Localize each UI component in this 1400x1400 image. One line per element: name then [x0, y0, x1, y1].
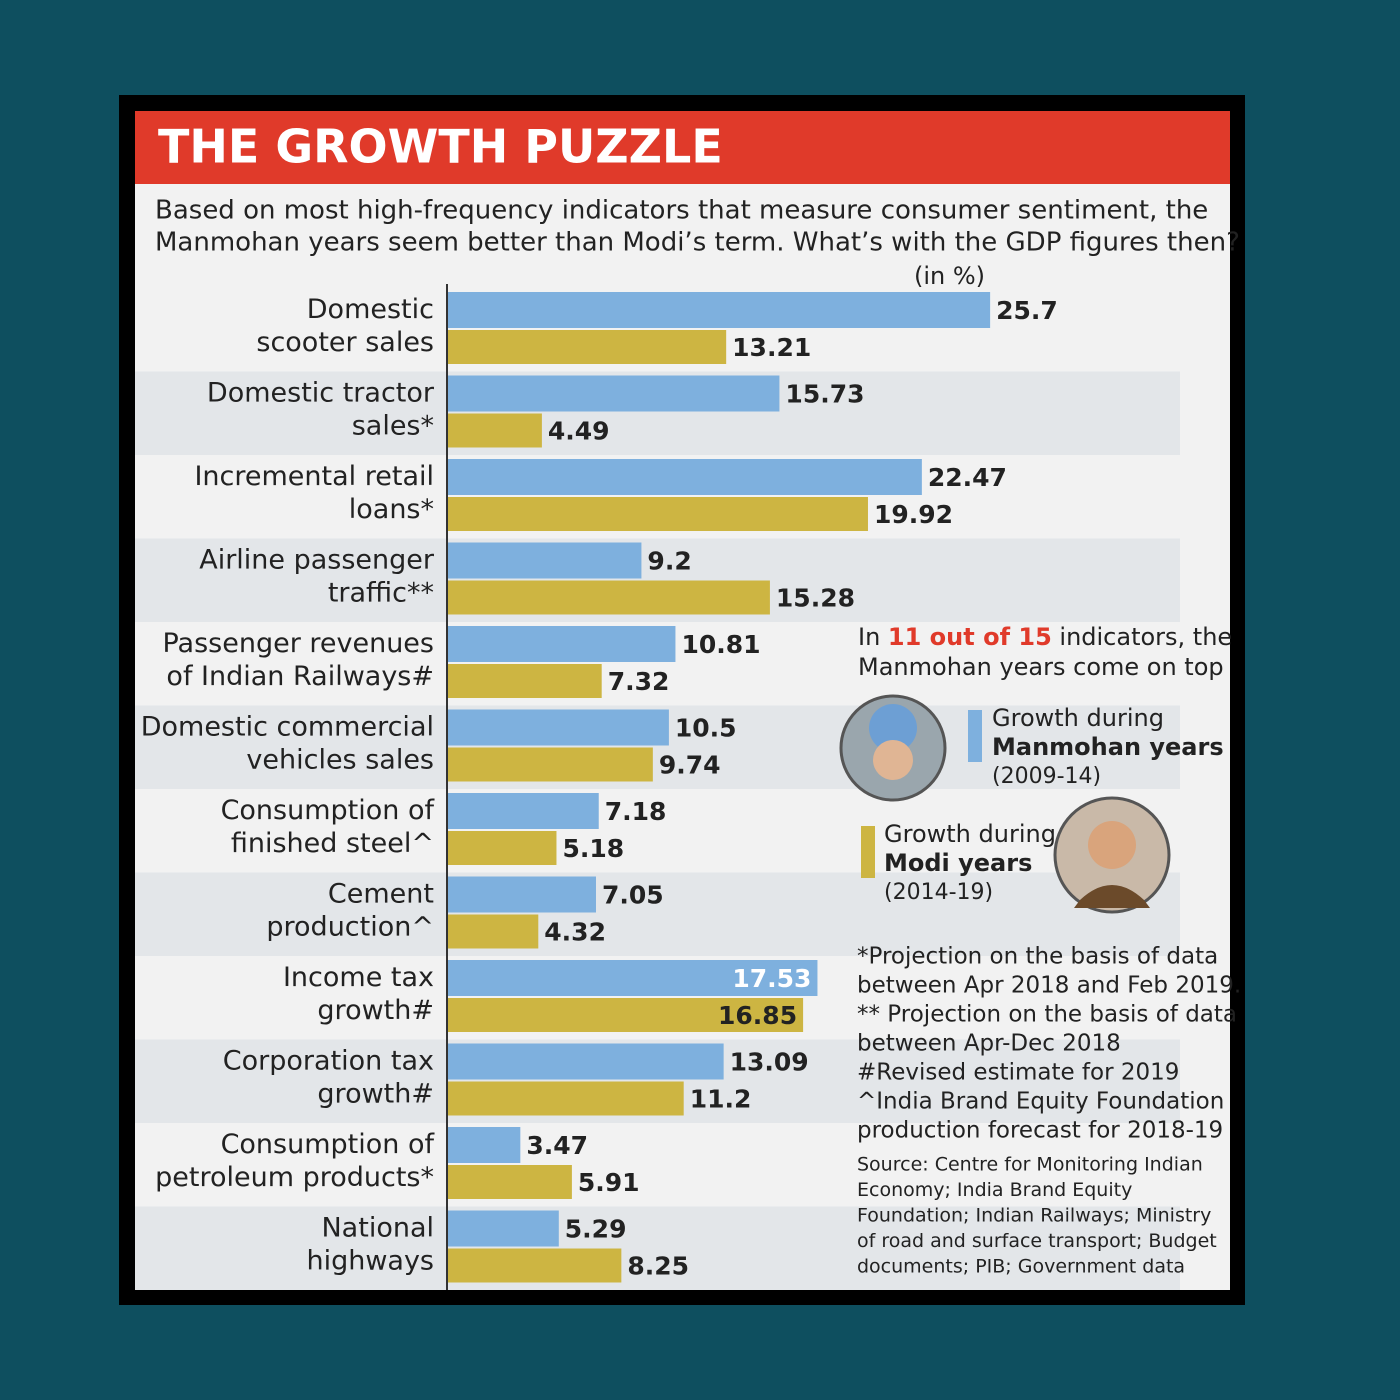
category-label: Domestic tractor sales* [207, 377, 435, 441]
source: of road and surface transport; Budget [857, 1230, 1217, 1252]
source: Source: Centre for Monitoring Indian [857, 1154, 1203, 1176]
category-label: Incremental retail loans* [194, 461, 434, 525]
bar [448, 793, 599, 829]
bar [448, 459, 922, 495]
bar [448, 330, 727, 364]
value-label: 17.53 [732, 964, 811, 993]
annotation-highlight: 11 out of 15 [888, 623, 1052, 651]
source: documents; PIB; Government data [857, 1256, 1185, 1278]
bar [448, 292, 991, 328]
value-label: 22.47 [928, 463, 1007, 492]
bar [448, 497, 868, 531]
value-label: 7.18 [605, 797, 667, 826]
photo-body [1074, 885, 1150, 908]
subtitle: Manmohan years seem better than Modi’s t… [155, 228, 1240, 258]
footnote: ** Projection on the basis of data [857, 1002, 1237, 1028]
bar [448, 709, 669, 746]
value-label: 7.05 [602, 881, 664, 910]
bar [448, 664, 602, 698]
bar [448, 831, 557, 865]
bar [448, 1210, 559, 1247]
row-stripe [135, 872, 1180, 956]
legend-label: Manmohan years [992, 733, 1224, 761]
value-label: 5.91 [578, 1168, 640, 1197]
bar [448, 876, 596, 913]
header [135, 111, 1230, 184]
photo-face [1088, 821, 1136, 869]
value-label: 11.2 [690, 1085, 752, 1114]
photo-face [873, 740, 913, 780]
unit-label: (in %) [914, 262, 985, 290]
category-label: Consumption of finished steel^ [221, 795, 436, 859]
legend-swatch [968, 710, 982, 762]
value-label: 4.49 [548, 417, 610, 446]
footnote: #Revised estimate for 2019 [857, 1060, 1179, 1086]
bar [448, 1165, 572, 1199]
bar [448, 1043, 724, 1080]
value-label: 4.32 [544, 918, 606, 947]
value-label: 16.85 [718, 1001, 797, 1030]
chart-title: THE GROWTH PUZZLE [158, 120, 723, 174]
bar [448, 375, 780, 412]
source: Foundation; Indian Railways; Ministry [857, 1205, 1211, 1227]
category-label: Domestic scooter sales [256, 294, 434, 358]
value-label: 15.73 [785, 380, 864, 409]
subtitle: Based on most high-frequency indicators … [155, 196, 1208, 226]
value-label: 10.5 [675, 714, 737, 743]
row-stripe [135, 1206, 1180, 1290]
footnote: ^India Brand Equity Foundation [857, 1089, 1224, 1115]
source: Economy; India Brand Equity [857, 1179, 1132, 1201]
footnote: between Apr 2018 and Feb 2019. [857, 973, 1241, 999]
value-label: 5.18 [562, 834, 624, 863]
value-label: 25.7 [996, 296, 1058, 325]
annotation: Manmohan years come on top [858, 653, 1224, 681]
bar [448, 1081, 684, 1116]
category-label: Corporation tax growth# [223, 1045, 434, 1109]
value-label: 15.28 [776, 584, 855, 613]
value-label: 7.32 [608, 667, 670, 696]
bar [448, 998, 804, 1032]
footnote: production forecast for 2018-19 [857, 1118, 1223, 1144]
value-label: 5.29 [565, 1215, 627, 1244]
category-label: Passenger revenues of Indian Railways# [162, 628, 434, 692]
category-label: Domestic commercial vehicles sales [141, 711, 434, 775]
bar [448, 960, 818, 996]
bar [448, 914, 539, 949]
category-label: Airline passenger traffic** [199, 544, 435, 608]
category-label: Income tax growth# [283, 962, 434, 1026]
value-label: 13.09 [730, 1048, 809, 1077]
value-label: 10.81 [681, 630, 760, 659]
footnote: *Projection on the basis of data [857, 944, 1218, 970]
bar [448, 1248, 622, 1283]
value-label: 8.25 [627, 1252, 689, 1281]
bar [448, 580, 770, 615]
value-label: 9.2 [647, 547, 691, 576]
photo-turban [869, 704, 917, 752]
bar [448, 626, 676, 662]
value-label: 19.92 [874, 500, 953, 529]
legend-prefix: Growth during [884, 820, 1056, 848]
value-label: 13.21 [732, 333, 811, 362]
value-label: 3.47 [526, 1131, 588, 1160]
legend-label: Modi years [884, 849, 1032, 877]
bar [448, 747, 653, 782]
annotation-text: indicators, the [1052, 623, 1232, 651]
category-label: Cement production^ [266, 878, 434, 942]
legend-swatch [861, 826, 875, 878]
value-label: 9.74 [659, 751, 721, 780]
bar [448, 413, 542, 448]
category-label: Consumption of petroleum products* [155, 1129, 435, 1193]
legend-period: (2009-14) [992, 764, 1101, 789]
bar [448, 1127, 521, 1163]
category-label: National highways [306, 1212, 434, 1276]
annotation: In 11 out of 15 indicators, the [858, 623, 1232, 651]
annotation-text: In [858, 623, 888, 651]
footnote: between Apr-Dec 2018 [857, 1031, 1121, 1057]
legend-prefix: Growth during [992, 704, 1164, 732]
bar [448, 542, 642, 579]
legend-period: (2014-19) [884, 880, 993, 905]
